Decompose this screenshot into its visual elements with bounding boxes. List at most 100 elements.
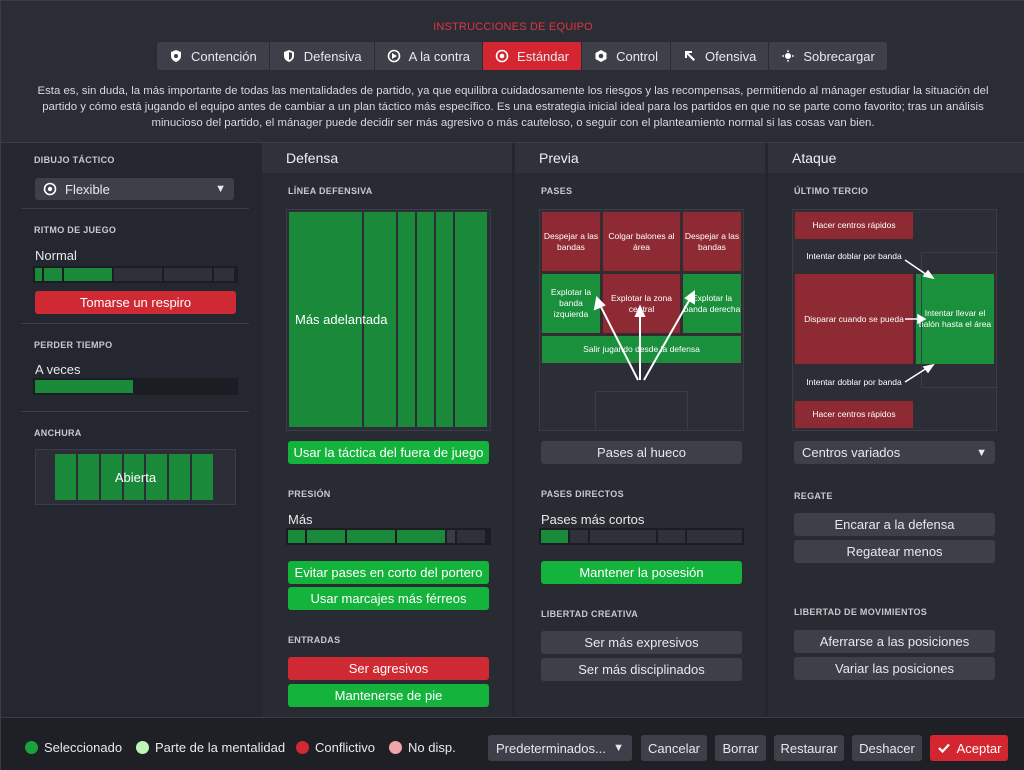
presets-dropdown[interactable]: Predeterminados... ▼ — [488, 735, 632, 761]
accept-label: Aceptar — [956, 740, 1002, 756]
penalty-box — [595, 391, 688, 429]
tab-estandar[interactable]: Estándar — [483, 42, 583, 70]
directness-segment — [686, 530, 742, 543]
defensive-line-pitch[interactable]: Más adelantada — [286, 209, 491, 431]
tab-ofensiva[interactable]: Ofensiva — [671, 42, 770, 70]
vary-positions-button[interactable]: Variar las posiciones — [794, 657, 995, 680]
cancel-button[interactable]: Cancelar — [641, 735, 707, 761]
undo-button[interactable]: Deshacer — [852, 735, 922, 761]
run-at-defence-button[interactable]: Encarar a la defensa — [794, 513, 995, 536]
status-dot — [296, 741, 309, 754]
press-label: PRESIÓN — [288, 489, 331, 499]
offside-trap-button[interactable]: Usar la táctica del fuera de juego — [288, 441, 489, 464]
tempo-segment — [64, 268, 112, 281]
retain-possession-button[interactable]: Mantener la posesión — [541, 561, 742, 584]
tighter-marking-button[interactable]: Usar marcajes más férreos — [288, 587, 489, 610]
control-icon — [595, 50, 607, 62]
legend-unavailable: No disp. — [389, 740, 456, 755]
directness-segment — [657, 530, 685, 543]
divider — [21, 411, 249, 412]
final-third-pitch[interactable]: Hacer centros rápidos Intentar doblar po… — [792, 209, 997, 431]
formation-dropdown[interactable]: Flexible ▼ — [35, 178, 234, 200]
tab-defensiva[interactable]: Defensiva — [270, 42, 375, 70]
through-balls-button[interactable]: Pases al hueco — [541, 441, 742, 464]
cell-overlap-top[interactable]: Intentar doblar por banda — [794, 241, 914, 272]
cell-right-flank[interactable]: Explotar la banda derecha — [682, 273, 742, 334]
press-segment — [347, 530, 395, 543]
status-dot — [136, 741, 149, 754]
cell-clear-flanks-right[interactable]: Despejar a las bandas — [682, 211, 742, 272]
legend-label: No disp. — [408, 740, 456, 755]
accept-button[interactable]: Aceptar — [930, 735, 1008, 761]
avoid-gk-short-button[interactable]: Evitar pases en corto del portero — [288, 561, 489, 584]
cell-shoot-on-sight[interactable]: Disparar cuando se pueda — [794, 273, 914, 365]
cell-left-flank[interactable]: Explotar la banda izquierda — [541, 273, 601, 334]
width-pitch[interactable]: Abierta — [35, 449, 236, 505]
balanced-icon — [495, 49, 509, 63]
timewasting-bar[interactable] — [33, 378, 238, 395]
stay-on-feet-button[interactable]: Mantenerse de pie — [288, 684, 489, 707]
press-segment — [447, 530, 455, 543]
creative-freedom-label: LIBERTAD CREATIVA — [541, 609, 639, 619]
crossing-dropdown[interactable]: Centros variados ▼ — [794, 441, 995, 464]
tempo-button[interactable]: Tomarse un respiro — [35, 291, 236, 314]
chevron-down-icon: ▼ — [613, 742, 624, 754]
chevron-down-icon: ▼ — [976, 446, 987, 459]
cell-overlap-bottom[interactable]: Intentar doblar por banda — [794, 366, 914, 399]
cell-cross-box[interactable]: Colgar balones al área — [602, 211, 681, 272]
movement-freedom-label: LIBERTAD DE MOVIMIENTOS — [794, 607, 928, 617]
tempo-segment — [35, 268, 42, 281]
formation-value: Flexible — [65, 181, 110, 197]
reset-button[interactable]: Restaurar — [774, 735, 844, 761]
tempo-bar[interactable] — [33, 266, 238, 283]
defense-column: LÍNEA DEFENSIVA Más adelantada Usar la t… — [262, 173, 512, 717]
cell-play-out-defence[interactable]: Salir jugando desde la defensa — [541, 335, 742, 364]
tempo-segment — [164, 268, 212, 281]
timewasting-value: A veces — [35, 362, 81, 377]
directness-label: PASES DIRECTOS — [541, 489, 624, 499]
cell-clear-flanks-left[interactable]: Despejar a las bandas — [541, 211, 601, 272]
overload-icon — [781, 49, 795, 63]
press-value: Más — [288, 512, 313, 527]
tab-control[interactable]: Control — [582, 42, 671, 70]
cell-center[interactable]: Explotar la zona central — [602, 273, 681, 334]
tab-label: Contención — [191, 48, 257, 64]
width-bar — [123, 454, 145, 500]
divider — [21, 323, 249, 324]
aggressive-button[interactable]: Ser agresivos — [288, 657, 489, 680]
legend-mentality: Parte de la mentalidad — [136, 740, 285, 755]
tempo-segment — [114, 268, 162, 281]
hold-positions-button[interactable]: Aferrarse a las posiciones — [794, 630, 995, 653]
counter-attack-icon — [387, 49, 400, 63]
tab-sobrecargar[interactable]: Sobrecargar — [769, 42, 887, 70]
tempo-value: Normal — [35, 248, 77, 263]
tab-a-la-contra[interactable]: A la contra — [375, 42, 484, 70]
passing-pitch[interactable]: Despejar a las bandas Colgar balones al … — [539, 209, 744, 431]
defensive-line-value: Más adelantada — [295, 312, 388, 327]
width-bars — [55, 454, 214, 500]
timewasting-fill — [35, 380, 133, 393]
width-bar — [169, 454, 191, 500]
passing-arrows — [593, 290, 695, 381]
tempo-label: RITMO DE JUEGO — [34, 225, 117, 235]
directness-segment — [570, 530, 588, 543]
cell-early-crosses-bottom[interactable]: Hacer centros rápidos — [794, 400, 914, 429]
be-disciplined-button[interactable]: Ser más disciplinados — [541, 658, 742, 681]
buildup-column: PASES Despejar a las bandas Colgar balon… — [515, 173, 765, 717]
directness-segment — [589, 530, 656, 543]
divider — [21, 208, 249, 209]
be-expressive-button[interactable]: Ser más expresivos — [541, 631, 742, 654]
tab-contencion[interactable]: Contención — [157, 42, 270, 70]
directness-value: Pases más cortos — [541, 512, 645, 527]
dribble-less-button[interactable]: Regatear menos — [794, 540, 995, 563]
press-segment — [397, 530, 445, 543]
tempo-segment — [214, 268, 234, 281]
directness-bar[interactable] — [539, 528, 744, 545]
line-bar — [455, 212, 487, 427]
header: INSTRUCCIONES DE EQUIPO Contención Defen… — [1, 1, 1024, 143]
cell-early-crosses-top[interactable]: Hacer centros rápidos — [794, 211, 914, 240]
dribbling-label: REGATE — [794, 491, 833, 501]
press-segment — [457, 530, 485, 543]
press-bar[interactable] — [286, 528, 491, 545]
clear-button[interactable]: Borrar — [715, 735, 766, 761]
